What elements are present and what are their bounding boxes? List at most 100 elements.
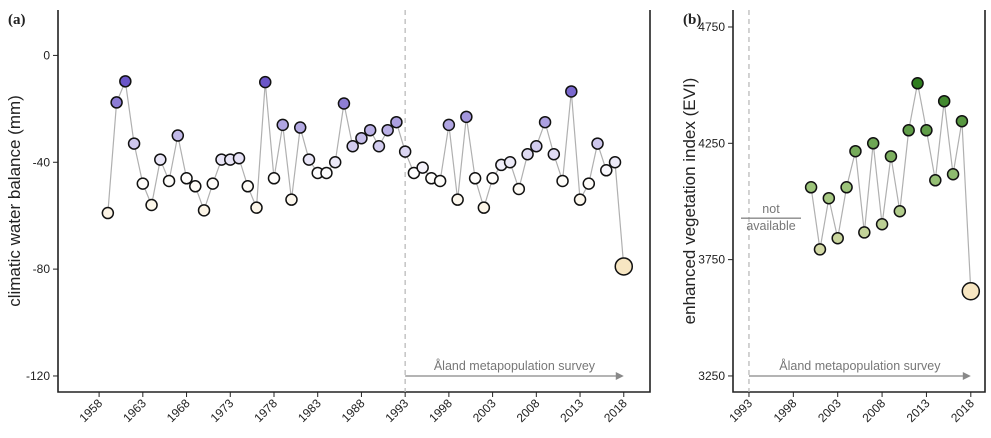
data-point [573,193,587,206]
data-point [302,153,316,166]
data-point [614,257,634,276]
data-point [858,226,871,239]
data-point [241,180,255,193]
data-point [180,172,193,185]
x-tick-label: 1978 [251,396,280,425]
data-point [127,137,141,150]
data-point [530,139,543,153]
x-tick-label: 2013 [557,396,586,425]
x-tick-label: 1993 [726,396,755,425]
survey-label: Åland metapopulation survey [434,358,596,373]
data-point [961,282,981,301]
y-tick-label: 0 [43,48,50,62]
data-point [512,182,526,196]
data-point [831,231,844,245]
data-point [442,118,456,132]
axis-frame [57,10,651,393]
axis-frame [732,10,986,393]
data-point [486,172,499,185]
y-tick-label: 4750 [698,20,725,34]
data-point [206,177,220,190]
x-tick-label: 1958 [76,396,105,425]
data-point [849,144,862,158]
data-point [608,156,622,169]
data-point [250,201,263,214]
data-point [875,218,889,231]
data-point [929,174,942,187]
data-point [293,121,307,134]
data-point [407,166,421,180]
data-point [433,174,447,188]
x-tick-label: 1998 [771,396,800,425]
x-tick-label: 2018 [948,396,977,425]
data-point [565,85,578,98]
y-axis-label: climatic water balance (mm) [5,95,24,307]
data-point [110,96,123,109]
data-point [189,180,202,193]
data-point [521,148,534,161]
panel-label: (a) [8,12,26,28]
data-point [902,124,915,137]
data-point [955,114,969,128]
connecting-line [810,83,972,292]
data-point [582,177,596,190]
survey-label: Åland metapopulation survey [779,358,941,373]
data-point [822,191,836,205]
data-point [363,123,377,137]
y-tick-label: -80 [33,262,51,276]
data-point [840,181,853,194]
note-text: not [762,202,780,216]
y-tick-label: -120 [26,369,50,383]
data-point [197,204,211,217]
data-point [416,161,429,174]
data-point [911,77,924,90]
data-point [547,148,561,161]
data-point [372,139,386,153]
data-point [556,174,569,188]
x-tick-label: 1973 [208,396,237,425]
x-tick-label: 1998 [426,396,455,425]
data-point [258,75,272,89]
data-point [101,206,115,220]
panel-label: (b) [683,12,701,28]
data-point [355,131,368,145]
data-point [893,204,907,218]
data-point [162,174,176,188]
x-tick-label: 1983 [295,396,324,425]
y-tick-label: 3750 [698,253,725,267]
data-point [232,152,246,165]
data-point [468,172,482,185]
data-point [267,172,281,185]
data-point [591,137,604,150]
arrow-head [962,372,971,380]
x-tick-label: 2003 [470,396,499,425]
arrow-head [615,372,624,380]
data-point [171,129,185,142]
data-point [451,193,464,206]
y-axis-label: enhanced vegetation index (EVI) [680,78,699,325]
data-point [866,137,880,150]
data-point [477,201,491,214]
x-tick-label: 1993 [382,396,411,425]
note-text: available [746,219,795,233]
data-point [937,94,951,108]
data-point [346,139,359,153]
data-point [136,177,150,190]
data-point [538,115,552,129]
y-tick-label: 4250 [698,136,725,150]
data-point [381,123,394,137]
x-tick-label: 2018 [601,396,630,425]
x-tick-label: 2008 [514,396,543,425]
data-point [154,153,167,166]
data-point [884,150,898,163]
data-point [398,145,412,158]
data-point [337,97,351,110]
x-tick-label: 1988 [339,396,368,425]
data-point [145,198,158,212]
data-point [390,115,403,129]
data-point [503,156,517,169]
y-tick-label: -40 [33,155,51,169]
data-point [285,193,298,206]
x-tick-label: 2008 [859,396,888,425]
